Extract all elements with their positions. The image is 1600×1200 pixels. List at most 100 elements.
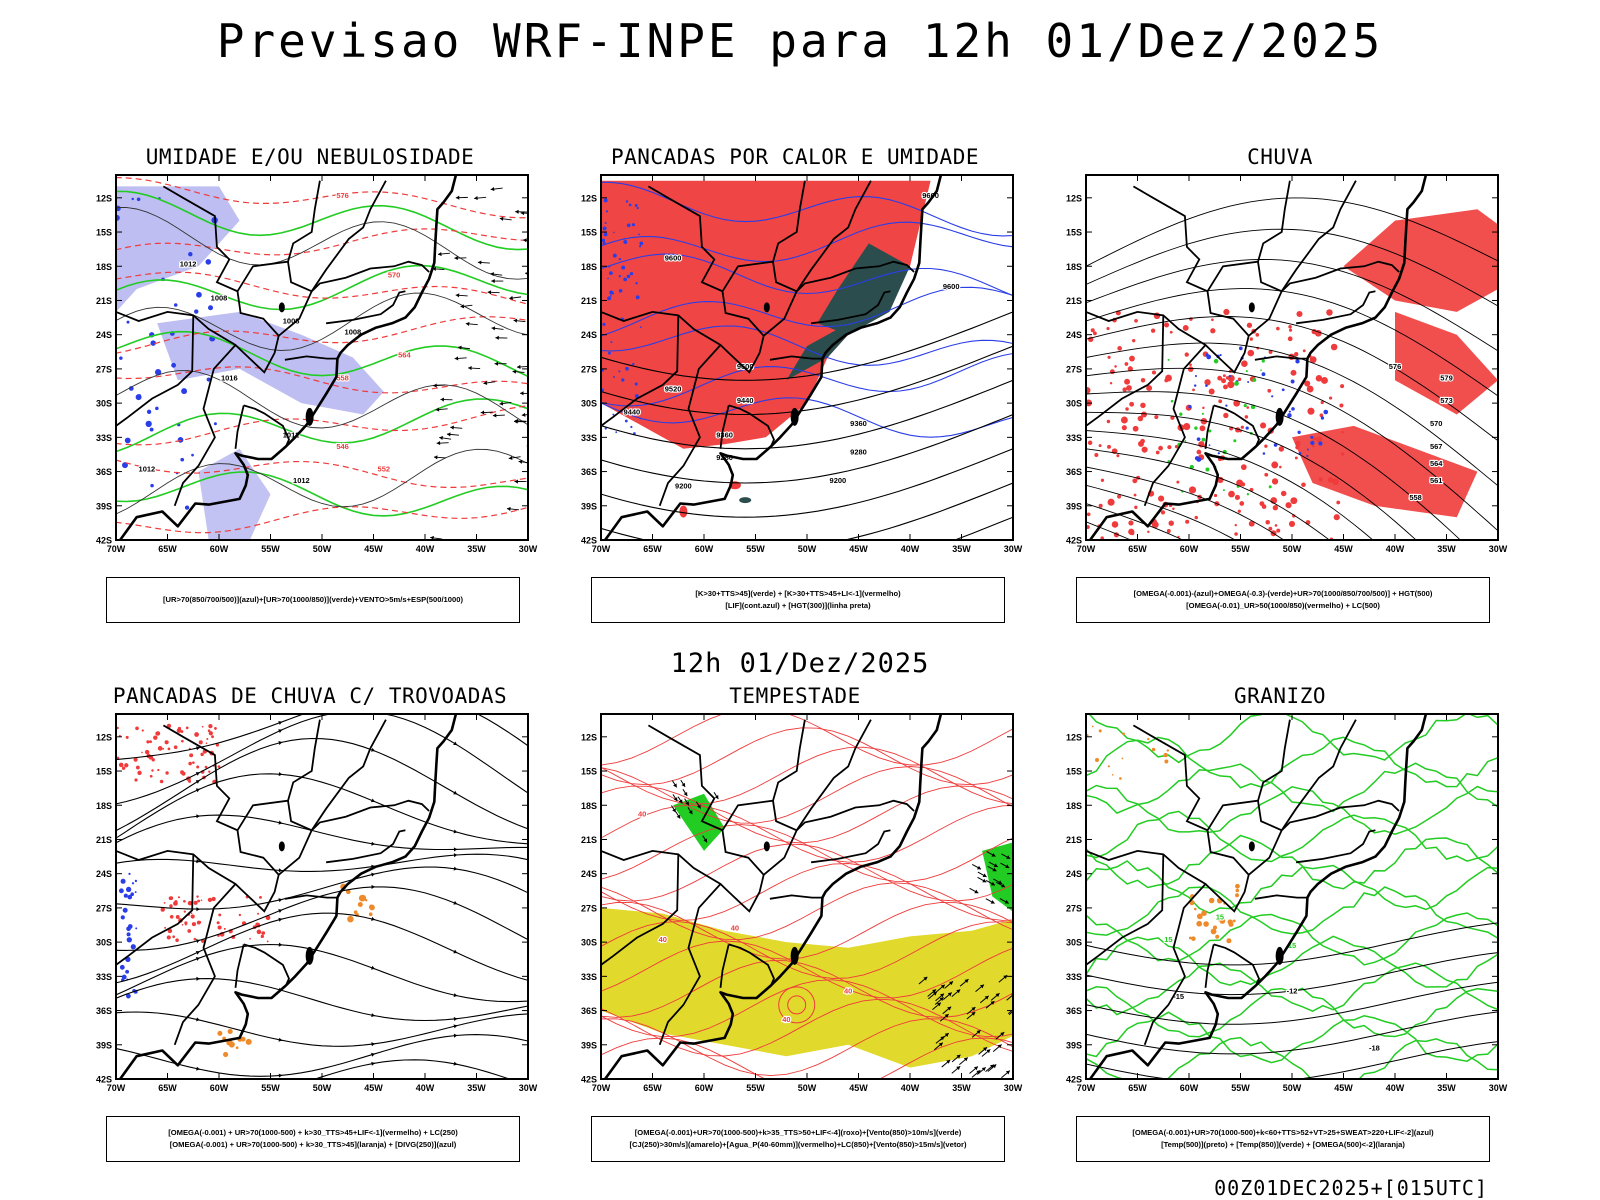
temp850-contour — [1086, 962, 1498, 1016]
state-border — [287, 800, 313, 832]
rain-speck — [1150, 328, 1156, 333]
lat-label: 12S — [96, 732, 112, 742]
rain-speck — [1246, 406, 1250, 409]
lif-speck — [623, 277, 628, 282]
wind-vector — [506, 506, 520, 512]
contour-label: 561 — [1430, 476, 1443, 485]
lat-label: 12S — [1066, 193, 1082, 203]
contour-label: 576 — [1389, 362, 1402, 371]
wind-vector — [975, 984, 985, 993]
rain-speck — [1237, 509, 1241, 513]
contour-label: 9280 — [850, 447, 867, 456]
wind-vector — [977, 871, 987, 878]
storm-speck — [207, 729, 211, 732]
lon-label: 55W — [746, 544, 765, 554]
contour-label: -12 — [1287, 986, 1298, 995]
wind-vector — [195, 950, 200, 955]
lif-speck — [609, 290, 614, 295]
temp850-contour — [1088, 714, 1498, 764]
storm-speck — [204, 765, 208, 769]
storm-speck — [193, 937, 197, 941]
rain-speck — [1234, 532, 1238, 536]
lon-label: 35W — [952, 1083, 971, 1093]
rain-speck — [1276, 326, 1280, 331]
rain-speck — [1140, 402, 1146, 409]
state-border — [1213, 404, 1260, 447]
lat-label: 33S — [581, 433, 597, 443]
wind-vector — [525, 271, 528, 276]
wind-vector — [490, 272, 503, 277]
storm-speck — [208, 731, 213, 736]
wind-vector — [371, 1013, 376, 1018]
wind-vector — [278, 820, 283, 825]
hgt500-contour — [1086, 484, 1237, 540]
wind-vector — [934, 996, 944, 1005]
lat-label: 18S — [1066, 262, 1082, 272]
rain-speck — [1279, 465, 1282, 469]
wind-vector — [995, 1031, 1005, 1040]
legend-line: [K>30+TTS>45](verde) + [K>30+TTS>45+LI<-… — [695, 589, 901, 598]
lc850-streamline — [601, 766, 1013, 824]
hgt300-contour — [601, 311, 1013, 381]
wind-vector — [981, 1049, 991, 1057]
storm-speck — [133, 757, 138, 762]
rain-speck — [1319, 413, 1324, 418]
coastline — [118, 175, 458, 540]
rain-speck — [1276, 528, 1281, 533]
wind-vector — [474, 196, 487, 201]
wind-vector — [453, 949, 458, 954]
lon-label: 35W — [1437, 1083, 1456, 1093]
lat-label: 12S — [96, 193, 112, 203]
state-border — [1280, 719, 1357, 831]
wind-vector — [278, 868, 283, 873]
humidity-low-contour — [116, 330, 528, 378]
wind-vector — [196, 746, 200, 751]
rain-speck — [1100, 536, 1104, 540]
divergence-speck — [121, 881, 124, 884]
wind-vector — [196, 1017, 200, 1022]
storm-speck — [175, 915, 180, 919]
rain-speck — [1170, 415, 1175, 420]
wind-vector — [1008, 1010, 1013, 1016]
lat-label: 42S — [96, 536, 112, 546]
storm-speck — [201, 725, 204, 728]
lat-label: 36S — [1066, 467, 1082, 477]
divergence-speck — [134, 891, 137, 894]
lat-label: 36S — [581, 467, 597, 477]
hgt500-contour — [1086, 367, 1498, 532]
storm-speck — [164, 740, 169, 745]
rain-speck — [1288, 520, 1296, 528]
lagoon-mark — [305, 407, 314, 426]
wind-vector — [680, 779, 686, 788]
hgt500-contour — [1086, 391, 1462, 540]
wind-vector — [440, 397, 453, 402]
rain-speck — [1124, 378, 1130, 385]
lat-label: 36S — [581, 1006, 597, 1016]
rain-speck — [1340, 452, 1345, 456]
omega500-speck — [1196, 913, 1203, 920]
omega-speck — [1310, 440, 1315, 446]
hgt500-contour — [1086, 288, 1498, 397]
rain-speck — [1255, 333, 1260, 337]
omega-speck — [1323, 409, 1329, 415]
omega-speck — [1228, 375, 1231, 378]
lagoon-mark — [790, 946, 799, 965]
divergence-speck — [120, 878, 126, 884]
contour-label: 567 — [1430, 442, 1443, 451]
panel-title: TEMPESTADE — [729, 684, 861, 708]
contour-label: 1012 — [293, 476, 310, 485]
wind-vector — [971, 1069, 981, 1078]
wind-vector — [682, 788, 688, 797]
omega-speck — [1310, 435, 1314, 439]
rain-speck — [1140, 378, 1146, 383]
lif-contour — [601, 181, 1013, 237]
rain-speck — [1132, 338, 1136, 343]
rain-speck — [1315, 374, 1323, 382]
storm-speck — [165, 771, 169, 775]
rain-speck — [1236, 479, 1244, 487]
wind-vector — [942, 1006, 952, 1015]
lon-label: 55W — [1231, 544, 1250, 554]
state-border — [284, 894, 338, 900]
humidity-upper-speck — [145, 420, 152, 428]
omega-strong-speck — [1245, 370, 1248, 373]
